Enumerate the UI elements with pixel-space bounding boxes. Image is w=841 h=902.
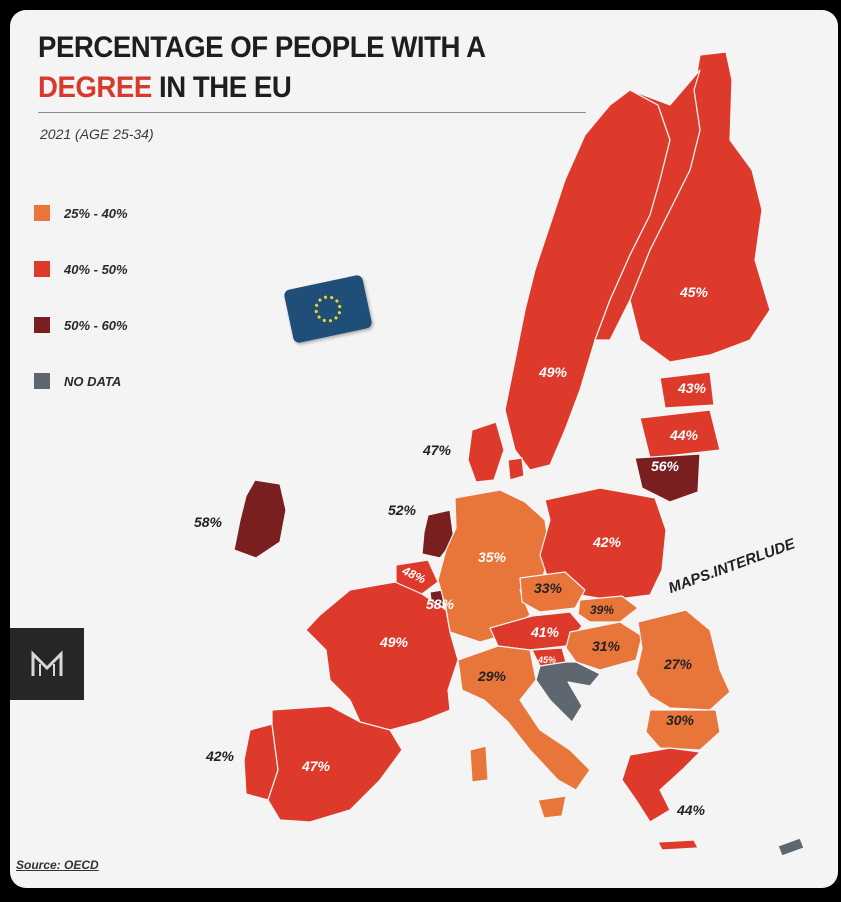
legend-item: NO DATA	[34, 372, 128, 390]
legend-swatch	[34, 205, 50, 221]
value-label-latvia: 44%	[669, 427, 699, 443]
value-label-austria: 41%	[530, 624, 560, 640]
value-label-greece: 44%	[676, 802, 706, 818]
bulgaria-region	[645, 709, 721, 751]
value-label-romania: 27%	[663, 656, 693, 672]
value-label-denmark: 47%	[422, 442, 452, 458]
value-label-estonia: 43%	[677, 380, 707, 396]
hungary-region	[565, 621, 643, 671]
source-credit: Source: OECD	[16, 858, 99, 872]
sicily-region	[537, 795, 567, 819]
legend-label: 50% - 60%	[64, 317, 128, 333]
value-label-luxembourg: 58%	[425, 596, 455, 612]
title-rest: IN THE EU	[151, 71, 292, 104]
estonia-region	[659, 371, 715, 409]
value-label-sweden: 49%	[538, 364, 568, 380]
ireland-region	[233, 479, 287, 559]
crete-region	[657, 839, 699, 851]
legend-label: 40% - 50%	[64, 261, 128, 277]
europe-map	[233, 51, 805, 857]
value-label-finland: 45%	[679, 284, 709, 300]
value-label-germany: 35%	[477, 549, 507, 565]
croatia-region	[535, 661, 601, 723]
poland-region	[539, 487, 667, 601]
value-label-czechia: 33%	[533, 580, 563, 596]
lithuania-region	[634, 453, 701, 503]
france-region	[305, 581, 459, 731]
eu-flag-icon	[283, 274, 373, 344]
title-divider	[38, 112, 586, 113]
legend-swatch	[34, 261, 50, 277]
value-label-netherlands: 52%	[387, 502, 417, 518]
sardinia-region	[469, 745, 489, 783]
value-label-slovenia: 45%	[537, 655, 557, 665]
title-accent-word: DEGREE	[38, 71, 152, 104]
legend-label: NO DATA	[64, 373, 122, 389]
netherlands-region	[421, 509, 455, 559]
value-label-spain: 47%	[301, 758, 331, 774]
title-line1: PERCENTAGE OF PEOPLE WITH A	[38, 31, 486, 64]
value-label-hungary: 31%	[591, 638, 621, 654]
value-label-bulgaria: 30%	[665, 712, 695, 728]
legend-item: 50% - 60%	[34, 316, 128, 334]
map-title: PERCENTAGE OF PEOPLE WITH A DEGREE IN TH…	[38, 28, 486, 108]
spain-region	[267, 705, 403, 823]
value-label-slovakia: 39%	[589, 603, 615, 617]
value-label-poland: 42%	[592, 534, 622, 550]
legend: 25% - 40% 40% - 50% 50% - 60% NO DATA	[34, 204, 128, 428]
italy-region	[457, 645, 591, 791]
legend-swatch	[34, 373, 50, 389]
map-subtitle: 2021 (AGE 25-34)	[40, 126, 154, 142]
cyprus-region	[777, 837, 805, 857]
latvia-region	[639, 409, 721, 459]
greece-region	[621, 747, 701, 823]
m-logo-icon	[10, 628, 84, 700]
legend-swatch	[34, 317, 50, 333]
legend-item: 25% - 40%	[34, 204, 128, 222]
value-label-france: 49%	[379, 634, 409, 650]
value-label-portugal: 42%	[205, 748, 235, 764]
value-label-lithuania: 56%	[650, 458, 680, 474]
value-label-italy: 29%	[477, 668, 507, 684]
legend-label: 25% - 40%	[64, 205, 128, 221]
map-card: PERCENTAGE OF PEOPLE WITH A DEGREE IN TH…	[10, 10, 838, 888]
value-label-ireland: 58%	[193, 514, 223, 530]
denmark-island	[507, 457, 525, 481]
czechia-region	[519, 571, 586, 613]
legend-item: 40% - 50%	[34, 260, 128, 278]
norway-region	[594, 69, 701, 341]
denmark-region	[467, 421, 505, 483]
